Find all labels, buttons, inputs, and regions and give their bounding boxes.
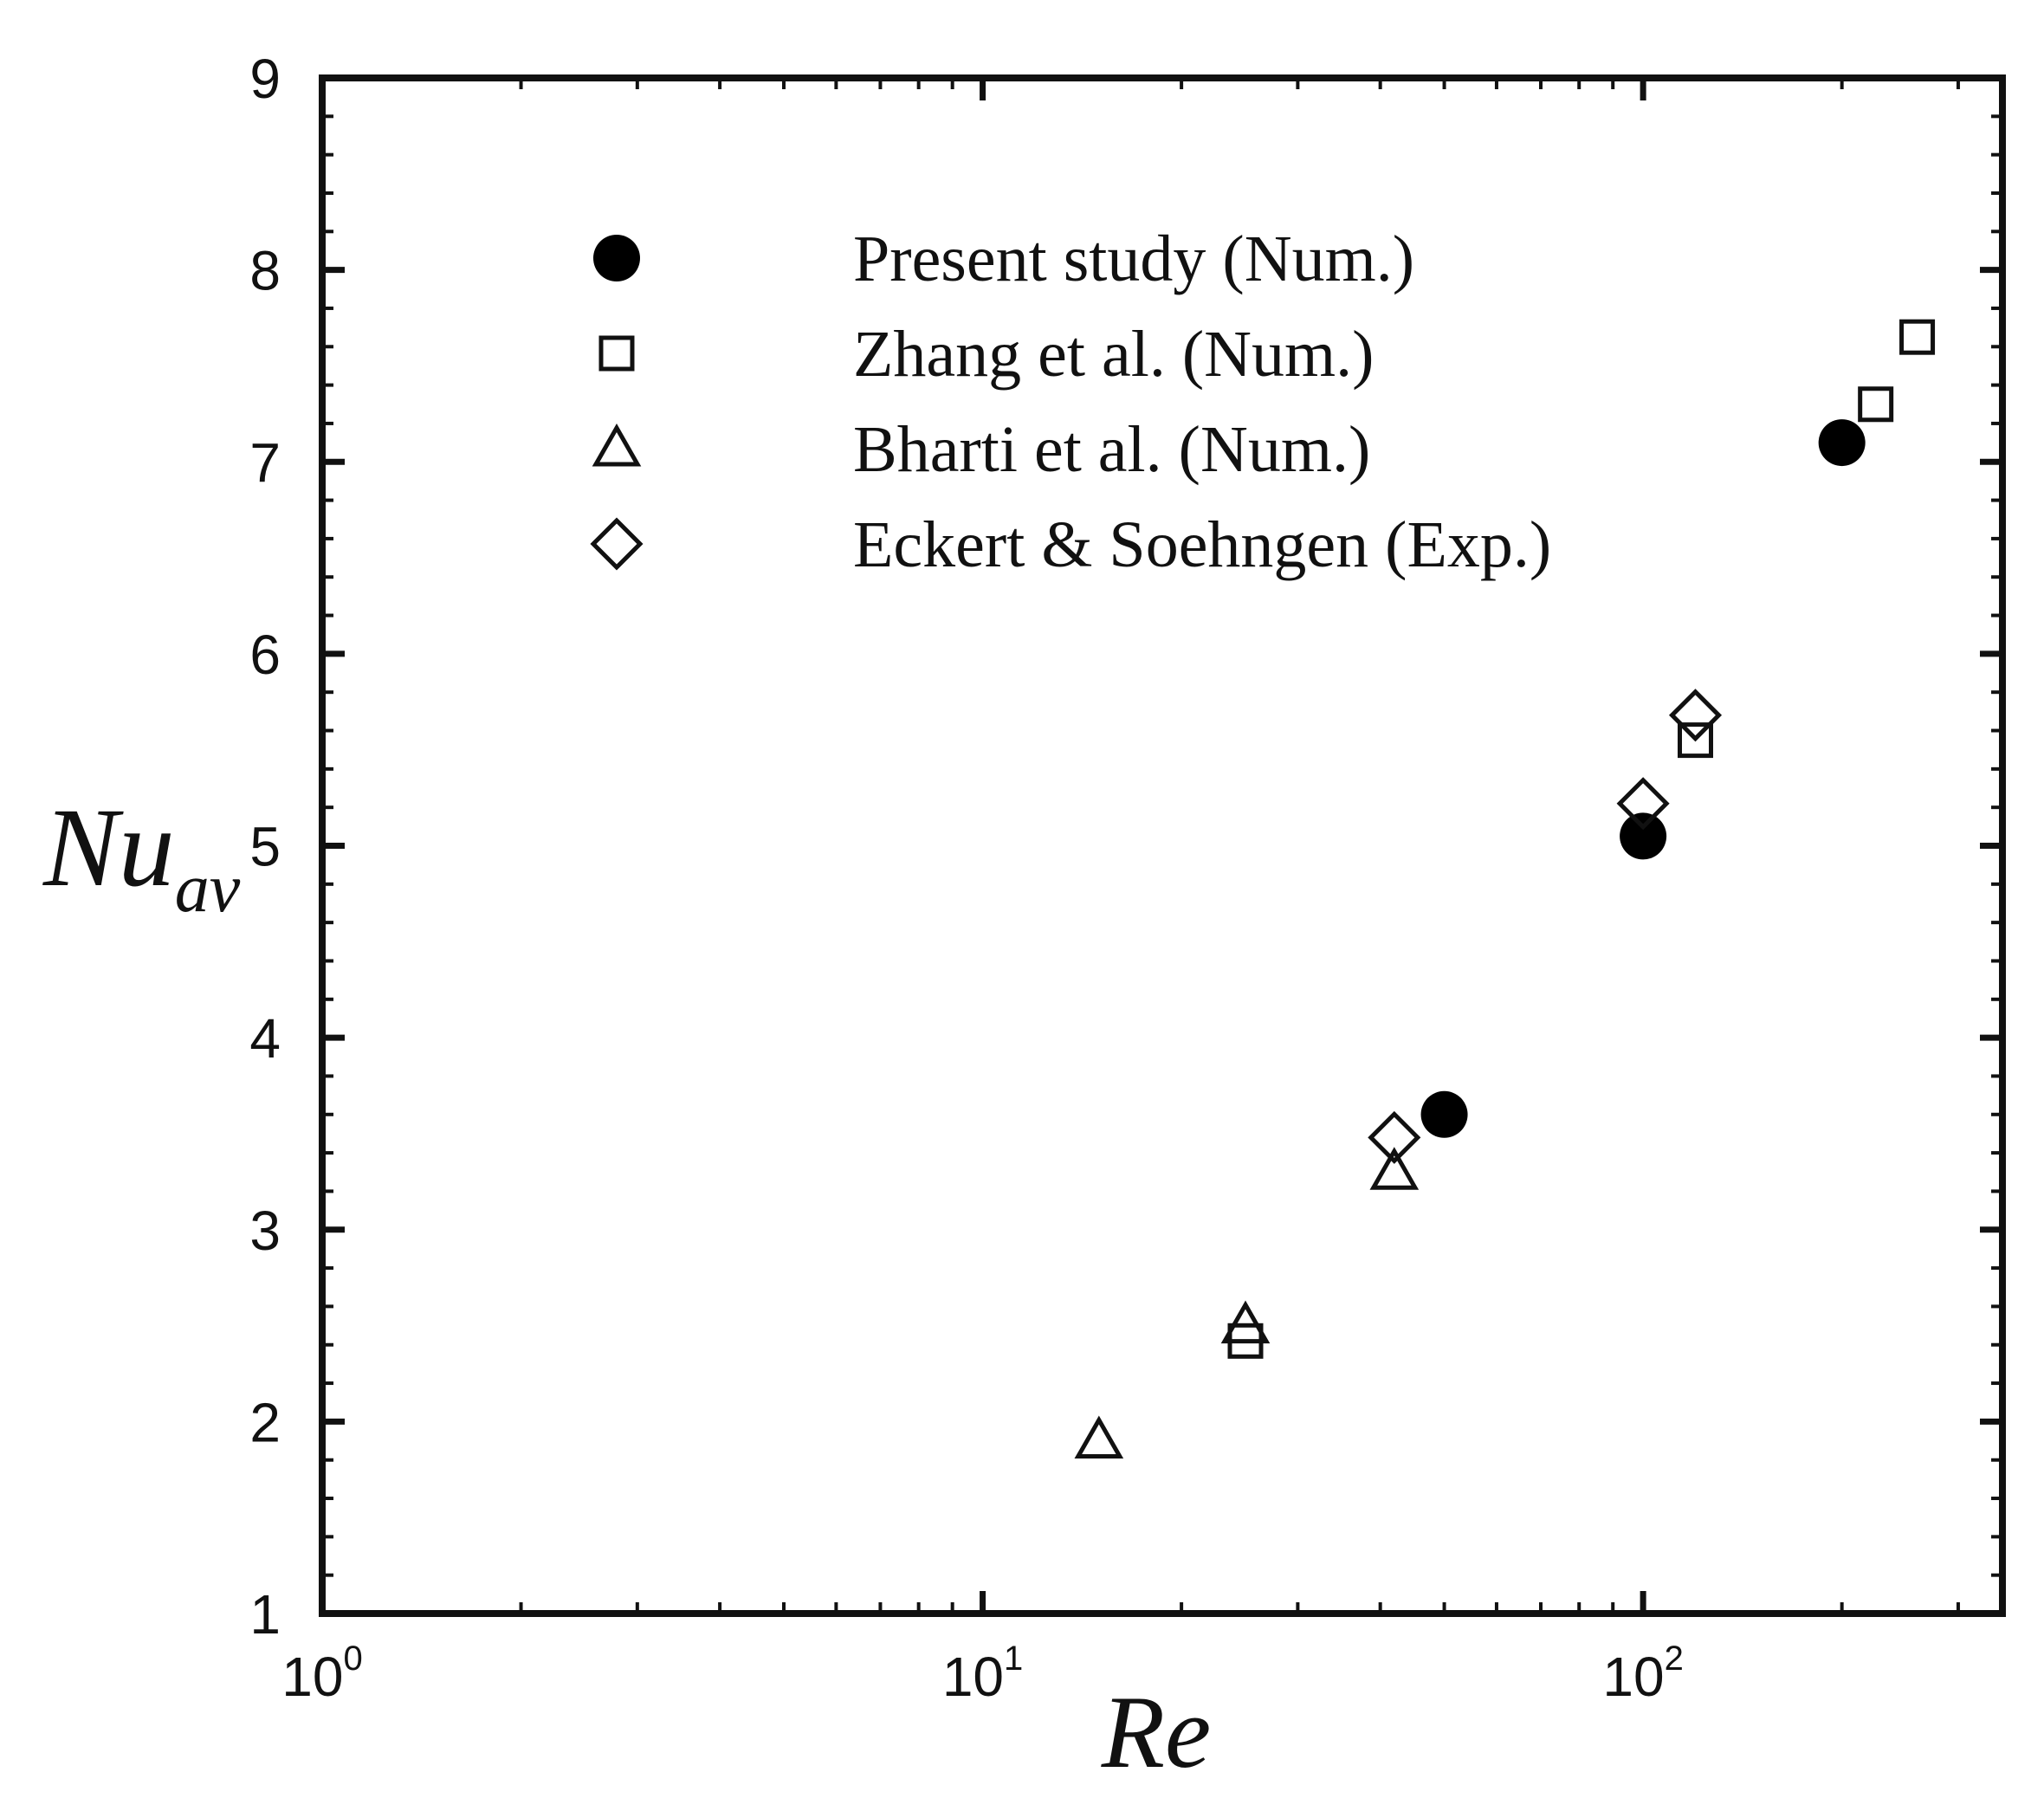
tick-labels: 1 2 3 4 5 6 7 8 9 100 101 102 [249, 48, 1683, 1708]
data-point-open-triangle [1220, 1300, 1271, 1344]
legend-label: Eckert & Soehngen (Exp.) [853, 508, 1551, 581]
y-tick-label: 8 [249, 240, 281, 302]
legend-marker-filled-circle [593, 235, 640, 281]
x-tick-label: 101 [942, 1640, 1023, 1708]
x-axis-title: Re [1101, 1674, 1212, 1789]
y-tick-label: 2 [249, 1391, 281, 1453]
y-axis-title-subscript: av [175, 851, 241, 927]
y-tick-label: 5 [249, 816, 281, 878]
data-point-open-diamond [1368, 1110, 1421, 1164]
tick-marks [319, 74, 2002, 1617]
y-tick-label: 1 [249, 1583, 281, 1646]
legend-marker-open-square [598, 335, 635, 372]
y-tick-label: 4 [249, 1007, 281, 1070]
data-point-filled-circle [1818, 419, 1866, 467]
data-point-open-diamond [1616, 777, 1670, 831]
data-point-open-square [1858, 386, 1894, 423]
legend-marker-open-diamond [590, 517, 644, 571]
y-tick-label: 9 [249, 48, 281, 110]
data-point-open-triangle [1369, 1147, 1420, 1190]
x-tick-label: 100 [281, 1640, 362, 1708]
data-point-open-square [1899, 319, 1936, 355]
data-point-open-square [1677, 722, 1713, 759]
legend-marker-open-triangle [592, 423, 642, 467]
x-tick-label: 102 [1602, 1640, 1683, 1708]
y-tick-label: 6 [249, 624, 281, 686]
legend-label: Present study (Num.) [853, 223, 1414, 295]
data-point-filled-circle [1420, 1090, 1468, 1138]
data-point-filled-circle [1620, 812, 1667, 860]
legend-label: Bharti et al. (Num.) [853, 413, 1370, 486]
legend: Present study (Num.) Zhang et al. (Num.) B… [590, 223, 1551, 581]
plot-frame [319, 74, 2006, 1617]
data-point-open-triangle [1074, 1415, 1124, 1459]
y-tick-label: 3 [249, 1200, 281, 1262]
y-axis-title: Nuav [42, 786, 241, 927]
y-tick-label: 7 [249, 431, 281, 494]
data-point-open-diamond [1668, 689, 1723, 742]
y-axis-title-main: Nu [42, 786, 175, 910]
legend-label: Zhang et al. (Num.) [853, 318, 1374, 391]
data-points [1074, 319, 1936, 1459]
